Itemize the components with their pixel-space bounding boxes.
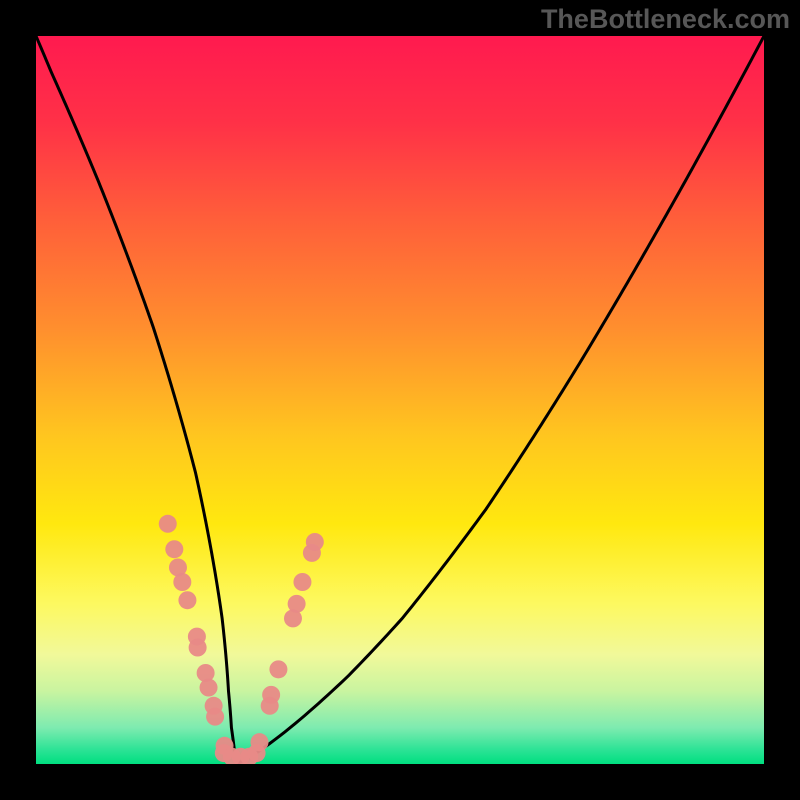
data-point: [262, 686, 280, 704]
data-point: [269, 660, 287, 678]
watermark-text: TheBottleneck.com: [541, 4, 790, 35]
data-point: [288, 595, 306, 613]
data-point: [159, 515, 177, 533]
data-point: [293, 573, 311, 591]
data-point: [306, 533, 324, 551]
data-point: [251, 733, 269, 751]
chart-frame: TheBottleneck.com: [0, 0, 800, 800]
data-point: [200, 679, 218, 697]
data-point: [173, 573, 191, 591]
data-point: [206, 708, 224, 726]
data-point: [165, 540, 183, 558]
data-point: [178, 591, 196, 609]
plot-area: [36, 36, 764, 764]
data-points-layer: [36, 36, 764, 764]
data-point: [189, 639, 207, 657]
